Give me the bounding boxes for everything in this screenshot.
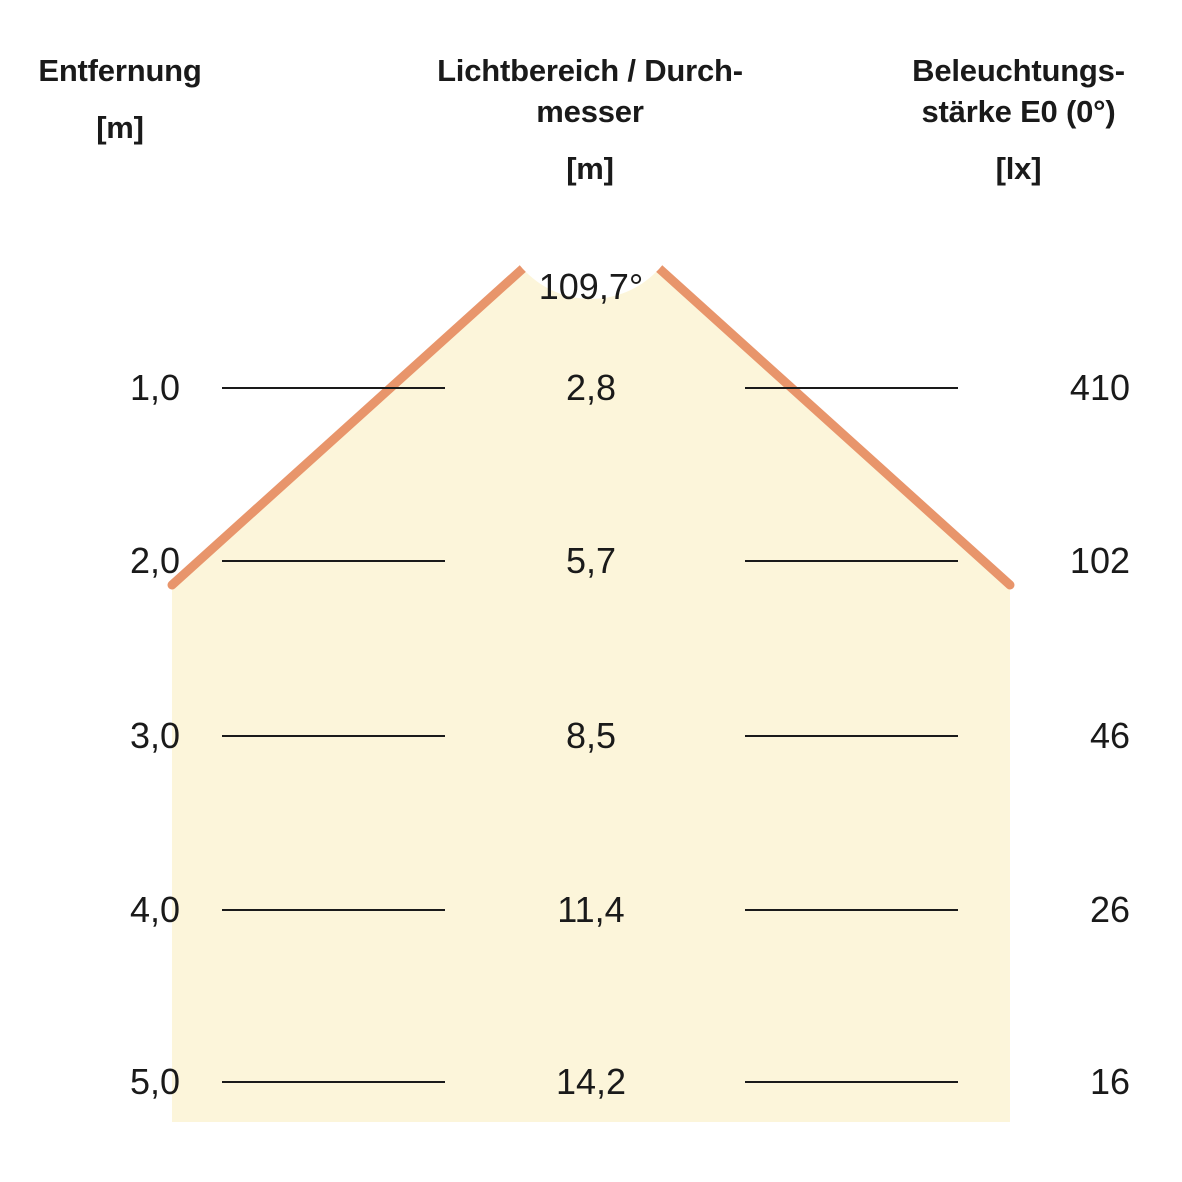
row-rule-left xyxy=(222,1081,445,1083)
row-illuminance-value: 26 xyxy=(1089,889,1130,930)
column-header-illuminance-title-line2: stärke E0 (0°) xyxy=(921,94,1116,129)
row-distance-value: 5,0 xyxy=(129,1061,180,1102)
beam-angle-label: 109,7° xyxy=(538,266,644,307)
row-diameter-value: 2,8 xyxy=(565,367,617,408)
column-header-diameter-unit: [m] xyxy=(566,151,614,186)
row-rule-left xyxy=(222,560,445,562)
column-header-distance-title: Entfernung xyxy=(38,53,202,88)
table-row: 2,0 5,7 102 xyxy=(0,534,1182,588)
row-distance-value: 2,0 xyxy=(129,540,180,581)
row-rule-right xyxy=(745,909,958,911)
column-header-diameter-title-line1: Lichtbereich / Durch- xyxy=(437,53,743,88)
row-rule-right xyxy=(745,387,958,389)
column-header-illuminance: Beleuchtungs- stärke E0 (0°) [lx] xyxy=(855,50,1182,189)
row-rule-right xyxy=(745,735,958,737)
table-row: 3,0 8,5 46 xyxy=(0,709,1182,763)
table-row: 1,0 2,8 410 xyxy=(0,361,1182,415)
row-rule-left xyxy=(222,735,445,737)
table-row: 5,0 14,2 16 xyxy=(0,1055,1182,1109)
row-rule-left xyxy=(222,909,445,911)
cone-fill-area xyxy=(172,207,1010,1122)
row-rule-left xyxy=(222,387,445,389)
row-illuminance-value: 16 xyxy=(1089,1061,1130,1102)
row-rule-right xyxy=(745,560,958,562)
column-header-diameter-title-line2: messer xyxy=(536,94,644,129)
table-row: 4,0 11,4 26 xyxy=(0,883,1182,937)
row-rule-right xyxy=(745,1081,958,1083)
cone-edge-left xyxy=(167,202,596,590)
row-diameter-value: 14,2 xyxy=(555,1061,627,1102)
column-header-distance: Entfernung [m] xyxy=(0,50,240,148)
row-distance-value: 4,0 xyxy=(129,889,180,930)
row-diameter-value: 8,5 xyxy=(565,715,617,756)
row-illuminance-value: 410 xyxy=(1069,367,1130,408)
row-distance-value: 1,0 xyxy=(129,367,180,408)
cone-edge-right xyxy=(586,202,1015,590)
row-diameter-value: 11,4 xyxy=(557,889,625,930)
column-header-diameter: Lichtbereich / Durch- messer [m] xyxy=(380,50,800,189)
row-illuminance-value: 46 xyxy=(1089,715,1130,756)
row-distance-value: 3,0 xyxy=(129,715,180,756)
row-illuminance-value: 102 xyxy=(1069,540,1130,581)
row-diameter-value: 5,7 xyxy=(565,540,617,581)
column-header-distance-unit: [m] xyxy=(96,110,144,145)
column-header-illuminance-unit: [lx] xyxy=(995,151,1042,186)
column-header-illuminance-title-line1: Beleuchtungs- xyxy=(912,53,1125,88)
